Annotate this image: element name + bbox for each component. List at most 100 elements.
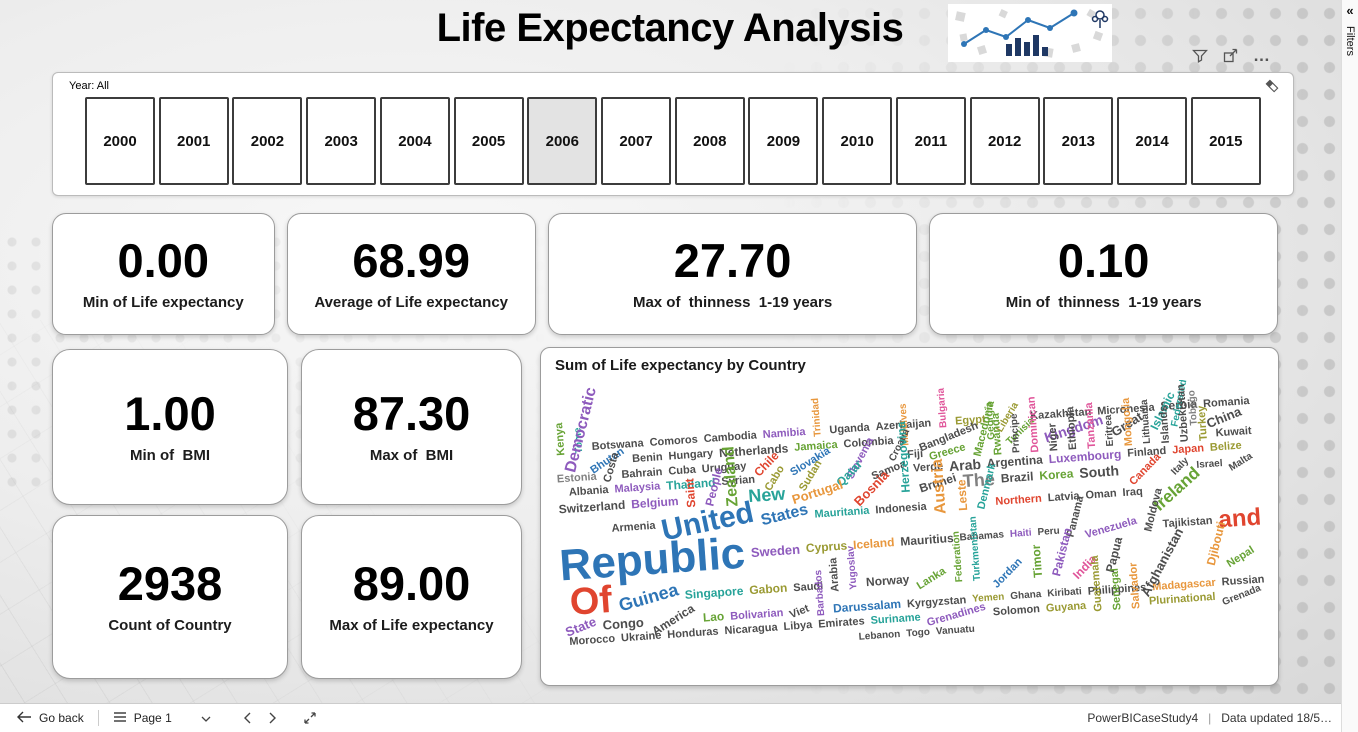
wordcloud-word[interactable]: Congo xyxy=(602,614,645,633)
year-button-2014[interactable]: 2014 xyxy=(1117,97,1188,185)
wordcloud-word[interactable]: Suriname xyxy=(870,611,922,628)
year-button-2001[interactable]: 2001 xyxy=(158,97,229,185)
wordcloud-word[interactable]: Senegal xyxy=(1109,568,1125,611)
wordcloud-word[interactable]: Barbados xyxy=(812,569,828,617)
wordcloud-word[interactable]: Republic xyxy=(557,528,747,590)
wordcloud-word[interactable]: Turkmenistan xyxy=(967,515,983,582)
wordcloud-word[interactable]: Ghana xyxy=(1009,589,1042,603)
stat-card-3[interactable]: 89.00 Max of Life expectancy xyxy=(301,515,522,679)
wordcloud-word[interactable]: Democratic xyxy=(562,385,600,474)
wordcloud-word[interactable]: Belgium xyxy=(630,494,679,512)
wordcloud-word[interactable]: Austria xyxy=(929,458,950,516)
wordcloud-word[interactable]: Namibia xyxy=(762,425,806,441)
stat-card-1[interactable]: 87.30 Max of BMI xyxy=(301,349,522,505)
wordcloud-word[interactable]: Lanka xyxy=(914,564,948,592)
wordcloud-word[interactable]: South xyxy=(1078,462,1120,482)
wordcloud-word[interactable]: Bolivarian xyxy=(729,606,784,623)
wordcloud-word[interactable]: Albania xyxy=(568,484,609,500)
year-button-2010[interactable]: 2010 xyxy=(822,97,893,185)
wordcloud-word[interactable]: Turkey xyxy=(1195,404,1210,441)
stat-card-0[interactable]: 1.00 Min of BMI xyxy=(52,349,288,505)
wordcloud-word[interactable]: Armenia xyxy=(611,519,656,535)
wordcloud-word[interactable]: Guyana xyxy=(1045,600,1087,616)
focus-mode-icon[interactable] xyxy=(1223,48,1238,63)
year-button-2011[interactable]: 2011 xyxy=(895,97,966,185)
wordcloud-word[interactable]: Viet xyxy=(787,602,811,621)
wordcloud-word[interactable]: Nepal xyxy=(1225,543,1257,570)
clear-selections-icon[interactable] xyxy=(1265,79,1279,93)
wordcloud-word[interactable]: Northern xyxy=(995,492,1043,508)
filters-pane-collapsed[interactable]: « Filters xyxy=(1341,0,1358,732)
expand-pane-icon[interactable]: « xyxy=(1346,3,1354,18)
year-button-2008[interactable]: 2008 xyxy=(674,97,745,185)
year-button-2004[interactable]: 2004 xyxy=(379,97,450,185)
wordcloud-word[interactable]: Mauritius xyxy=(899,531,955,549)
wordcloud-word[interactable]: Madagascar xyxy=(1151,576,1217,593)
wordcloud-word[interactable]: Iraq xyxy=(1122,485,1144,499)
wordcloud-word[interactable]: Denmark xyxy=(975,461,999,511)
year-button-2007[interactable]: 2007 xyxy=(601,97,672,185)
wordcloud-word[interactable]: Plurinational xyxy=(1148,591,1216,608)
kpi-card-1[interactable]: 68.99 Average of Life expectancy xyxy=(286,213,536,335)
wordcloud-word[interactable]: Bahamas xyxy=(959,529,1005,544)
more-options-icon[interactable]: … xyxy=(1253,45,1270,65)
wordcloud-word[interactable]: Saint xyxy=(682,478,699,509)
wordcloud-word[interactable]: Indonesia xyxy=(874,500,928,516)
wordcloud-word[interactable]: Kyrgyzstan xyxy=(906,593,967,610)
wordcloud-word[interactable]: Mongolia xyxy=(1119,397,1135,447)
wordcloud-word[interactable]: Costa xyxy=(601,450,622,484)
wordcloud-word[interactable]: Timor xyxy=(1029,544,1046,579)
wordcloud-word[interactable]: Djibouti xyxy=(1204,519,1229,567)
wordcloud-word[interactable]: States xyxy=(759,501,810,530)
wordcloud-word[interactable]: Iceland xyxy=(852,535,895,553)
wordcloud-word[interactable]: Bahrain xyxy=(621,465,663,481)
wordcloud-word[interactable]: Bulgaria xyxy=(935,387,949,429)
wordcloud-word[interactable]: Eritrea xyxy=(1102,414,1116,447)
kpi-card-2[interactable]: 27.70 Max of thinness 1-19 years xyxy=(547,213,918,335)
year-button-2006[interactable]: 2006 xyxy=(527,97,598,185)
wordcloud-word[interactable]: Herzegovina xyxy=(894,421,914,494)
wordcloud-word[interactable]: Pakistan xyxy=(1049,526,1075,578)
stat-card-2[interactable]: 2938 Count of Country xyxy=(52,515,288,679)
wordcloud-word[interactable]: Lebanon xyxy=(858,628,901,643)
next-page-button[interactable] xyxy=(265,710,281,726)
fit-to-page-icon[interactable] xyxy=(299,709,321,727)
wordcloud-word[interactable]: Yugoslav xyxy=(845,545,860,590)
wordcloud-word[interactable]: Ethiopia xyxy=(1063,405,1079,451)
wordcloud-word[interactable]: Uzbekistan xyxy=(1174,383,1191,443)
wordcloud-word[interactable]: Korea xyxy=(1038,466,1074,483)
wordcloud-word[interactable]: Nicaragua xyxy=(724,621,779,638)
wordcloud-word[interactable]: Norway xyxy=(865,572,910,590)
go-back-button[interactable]: Go back xyxy=(12,709,88,728)
year-button-2002[interactable]: 2002 xyxy=(232,97,303,185)
wordcloud-word[interactable]: Comoros xyxy=(649,433,699,449)
wordcloud-word[interactable]: Moldova xyxy=(1142,486,1166,533)
wordcloud-word[interactable]: Principe xyxy=(1008,413,1022,454)
year-button-2015[interactable]: 2015 xyxy=(1190,97,1261,185)
wordcloud-word[interactable]: Niger xyxy=(1045,422,1060,452)
wordcloud-word[interactable]: Gabon xyxy=(748,580,788,598)
wordcloud-word[interactable]: Haiti xyxy=(1009,527,1032,541)
wordcloud-word[interactable]: Kuwait xyxy=(1215,424,1253,440)
wordcloud-word[interactable]: Solomon xyxy=(992,603,1041,619)
previous-page-button[interactable] xyxy=(239,710,255,726)
wordcloud-word[interactable]: Darussalam xyxy=(832,596,902,616)
wordcloud-word[interactable]: Guatemala xyxy=(1089,555,1106,613)
wordcloud-word[interactable]: Lao xyxy=(702,609,725,625)
year-button-2000[interactable]: 2000 xyxy=(85,97,155,185)
filter-icon[interactable] xyxy=(1192,49,1208,63)
wordcloud-word[interactable]: Lithuania xyxy=(1138,399,1153,445)
wordcloud-word[interactable]: Israel xyxy=(1196,458,1223,471)
year-button-2005[interactable]: 2005 xyxy=(453,97,524,185)
wordcloud-word[interactable]: Dominican xyxy=(1025,395,1041,453)
wordcloud-word[interactable]: Cuba xyxy=(667,463,697,478)
wordcloud-word[interactable]: Tanzania xyxy=(1082,401,1098,449)
wordcloud-word[interactable]: Malta xyxy=(1227,450,1256,474)
wordcloud-word[interactable]: Islands xyxy=(1157,404,1172,444)
wordcloud-word[interactable]: Jordan xyxy=(990,555,1025,591)
wordcloud-word[interactable]: Togo xyxy=(905,626,931,640)
year-button-2003[interactable]: 2003 xyxy=(306,97,377,185)
wordcloud-word[interactable]: Belize xyxy=(1209,439,1243,455)
wordcloud-word[interactable]: Cyprus xyxy=(805,538,848,556)
wordcloud-word[interactable]: Uganda xyxy=(829,421,871,436)
